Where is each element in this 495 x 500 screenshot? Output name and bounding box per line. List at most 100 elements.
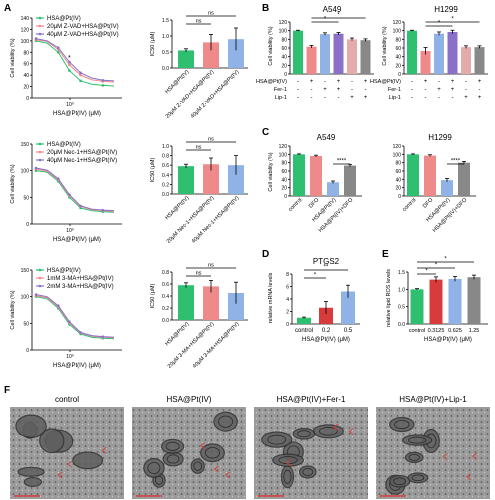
mitochondrion [72,451,104,470]
treatment-row-label: HSA@Pt(IV) [370,79,401,85]
sig-four-star-sig: **** [451,159,461,165]
bar-1 [420,51,431,74]
mitochondrion-crista [147,461,161,474]
ic50-chart-A3b-ytick-label: 0.6 [162,282,169,288]
legend-marker [38,268,42,272]
data-point [56,304,60,308]
panel-e-ytick-label: 0.5 [398,305,405,311]
x-tick-label-1: DFO [422,197,435,210]
data-point [79,331,82,334]
panel-c-C2-ytick-label: 120 [393,144,402,150]
x-tick-label-2: 40μM Nec-1+HSA@Pt(IV) [191,195,241,245]
mitochondrion-crista [394,419,410,430]
sig-four-star-sig: **** [337,159,347,165]
y-axis-label: relative mRNA levels [268,272,274,323]
red-arrow-marker [348,428,354,435]
treatment-sign: + [364,95,368,101]
sig-double-sig: ** [324,265,329,271]
mitochondrion-crista [218,415,234,428]
treatment-sign: + [437,87,441,93]
mitochondrion [261,431,293,448]
data-point [101,84,105,87]
mitochondrion-crista [408,453,420,461]
x-tick-label-3: 1.25 [469,328,480,334]
bar-2 [228,39,244,68]
y-axis-label: Cell viability (%) [10,38,16,77]
series-line-1 [35,295,115,339]
x-tick-label: 10⁰ [66,102,74,108]
bar-1 [310,156,322,196]
panel-b-B1-ytick-label: 100 [279,29,288,35]
chart-title: H1299 [428,133,452,142]
panel-c-C2-ytick-label: 20 [395,186,401,192]
treatment-row-label: Lip-1 [275,95,287,101]
treatment-sign: - [465,87,467,93]
ic50-chart-A1b-ytick-label: 1.5 [162,18,169,24]
bar-0 [293,30,303,75]
mitochondrion [292,428,316,440]
mitochondrion [39,428,65,454]
treatment-sign: + [350,95,354,101]
legend-entry-2: 40μM Z-VAD+HSA@Pt(IV) [47,32,119,38]
mitochondrion [312,424,344,439]
treatment-sign: - [365,87,367,93]
x-tick-label-0: control [295,328,313,334]
data-point [68,320,71,324]
bar-2 [441,180,453,196]
treatment-row-label: Fer-1 [274,87,287,93]
panel-b-B1-ytick-label: 0 [284,72,287,78]
ic50-chart-A3b-ytick-label: 0.8 [162,270,169,276]
treatment-sign: - [465,79,467,85]
mitochondrion [401,434,433,446]
bar-0 [407,30,417,75]
x-tick-label-0: HSA@Pt(IV) [164,321,190,347]
ns-1-sig: ns [196,271,202,277]
ic50-chart-A2b-ytick-label: 0.8 [162,154,169,160]
treatment-sign: + [323,87,327,93]
mitochondrion-crista [302,467,314,476]
treatment-sign: - [324,95,326,101]
treatment-sign: - [297,95,299,101]
line-chart-A1-ytick-label: 100 [21,39,30,45]
mitochondrion [23,477,42,488]
bar-0 [410,289,424,324]
annotation-star: * [68,55,71,62]
y-axis-label: Cell viability (%) [10,290,16,329]
panel-b-B2-ytick-label: 40 [395,55,401,61]
chart-title: A549 [323,5,342,14]
x-tick-label-1: DFO [308,197,321,210]
bar-3 [467,277,481,324]
treatment-row-label: Lip-1 [389,95,401,101]
y-axis-label: IC50 (μM) [150,32,156,57]
mitochondrion-crista [297,430,311,438]
x-axis-label: HSA@Pt(IV) (μM) [424,337,472,343]
mitochondrion [213,411,238,432]
legend-entry-1: 20μM Nec-1+HSA@Pt(IV) [47,150,117,156]
data-point [68,63,71,67]
panel-b-B2-ytick-label: 20 [395,63,401,69]
micrograph-title-3: HSA@Pt(IV)+Lip-1 [399,395,467,404]
mitochondrion-crista [407,436,427,444]
line-chart-A1-ytick-label: 20 [23,85,29,91]
legend-marker [38,142,42,146]
sig-2-sig: * [435,263,438,269]
ic50-chart-A3b-ytick-label: 0.4 [162,294,169,300]
series-line-1 [35,168,115,212]
mitochondrion-crista [166,454,180,464]
mitochondrion [280,465,295,489]
treatment-sign: - [351,79,353,85]
data-point [79,79,82,83]
treatment-row-label: Fer-1 [388,87,401,93]
ic50-chart-A2b-ytick-label: 0.4 [162,173,169,179]
ic50-chart-A3b-ytick-label: 0.2 [162,306,169,312]
mitochondrion-crista [411,474,425,482]
panel-c-C2-ytick-label: 40 [395,177,401,183]
red-arrow-marker [225,471,231,479]
panel-d-ytick-label: 8 [286,272,289,278]
mitochondrion [200,443,225,463]
legend-marker [38,150,42,154]
bar-2 [448,278,462,324]
panel-d-ytick-label: 0 [286,322,289,328]
bar-2 [327,182,339,196]
